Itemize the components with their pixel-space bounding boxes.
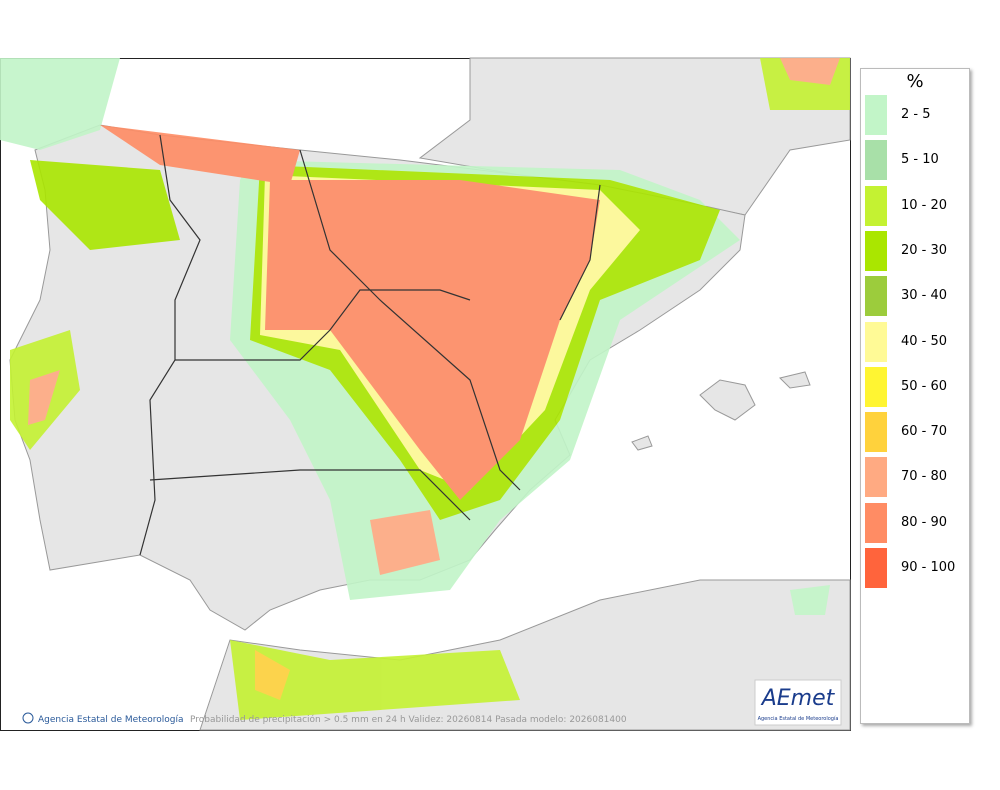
copyright-icon — [22, 712, 34, 724]
legend-item: 2 - 5 — [865, 95, 969, 135]
legend-label: 5 - 10 — [901, 152, 939, 168]
legend-item: 40 - 50 — [865, 321, 969, 362]
legend-label: 2 - 5 — [901, 107, 931, 122]
legend-swatch — [865, 548, 887, 588]
legend-swatch — [865, 95, 887, 135]
logo-subtitle: Agencia Estatal de Meteorología — [758, 715, 839, 722]
legend-label: 20 - 30 — [901, 242, 948, 258]
legend-label: 60 - 70 — [901, 424, 948, 440]
logo-box — [754, 679, 842, 726]
legend-swatch — [865, 457, 887, 498]
legend-item: 70 - 80 — [865, 457, 969, 498]
legend-item: 50 - 60 — [865, 366, 969, 407]
legend-label: 10 - 20 — [901, 197, 948, 213]
legend-item: 60 - 70 — [865, 412, 969, 453]
legend-swatch — [865, 321, 887, 362]
credit: Agencia Estatal de Meteorología — [38, 715, 184, 725]
legend-label: 90 - 100 — [901, 560, 956, 575]
map: Agencia Estatal de Meteorología Probabil… — [0, 57, 851, 731]
legend-item: 20 - 30 — [865, 230, 969, 271]
logo: AEmet — [760, 686, 836, 711]
legend-label: 70 - 80 — [901, 469, 948, 485]
legend-swatch — [865, 366, 887, 407]
borders — [139, 134, 601, 556]
precipitation — [0, 58, 850, 720]
legend-swatch — [865, 140, 887, 181]
caption: Probabilidad de precipitación > 0.5 mm e… — [190, 714, 627, 725]
legend-item: 90 - 100 — [865, 548, 969, 588]
legend-swatch — [865, 185, 887, 226]
legend-swatch — [865, 502, 887, 543]
legend-label: 80 - 90 — [901, 514, 948, 530]
legend-title: % — [906, 71, 924, 92]
legend-item: 80 - 90 — [865, 502, 969, 543]
legend-label: 30 - 40 — [901, 288, 948, 304]
legend-swatch — [865, 230, 887, 271]
legend: % 2 - 5 5 - 10 10 - 20 20 - 30 30 - 40 40 - 5… — [860, 68, 970, 724]
legend-item: 30 - 40 — [865, 276, 969, 317]
legend-label: 40 - 50 — [901, 333, 948, 349]
legend-swatch — [865, 412, 887, 453]
legend-item: 5 - 10 — [865, 140, 969, 181]
legend-item: 10 - 20 — [865, 185, 969, 226]
legend-label: 50 - 60 — [901, 378, 948, 394]
legend-swatch — [865, 276, 887, 317]
